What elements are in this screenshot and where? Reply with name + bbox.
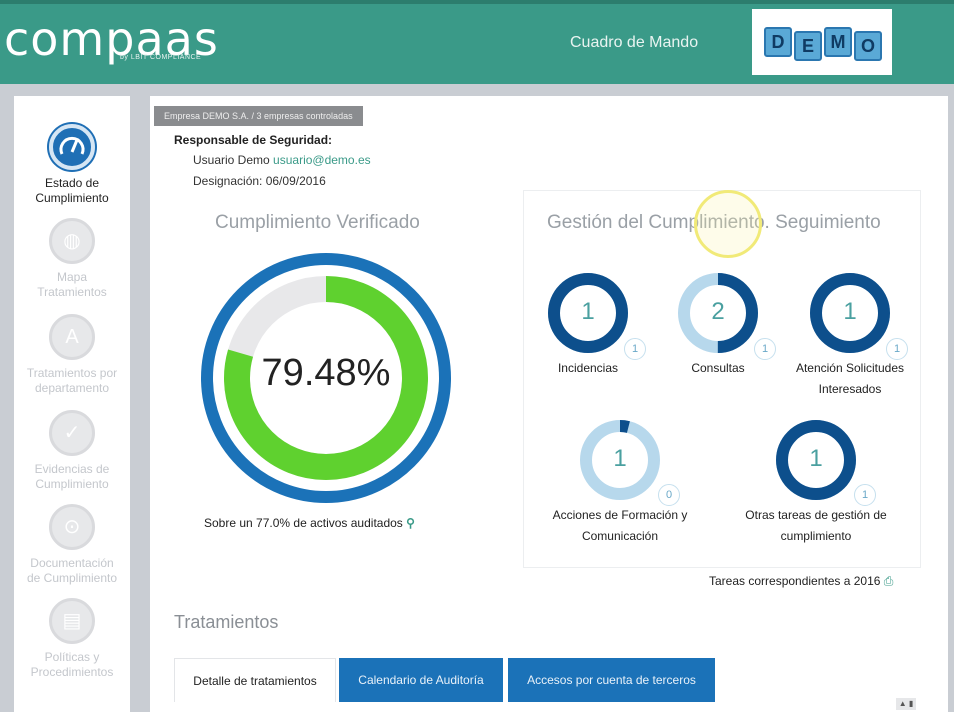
ring-label-line: Atención Solicitudes	[795, 361, 905, 375]
compliance-donut	[201, 253, 451, 503]
search-icon[interactable]: ⚲	[406, 516, 415, 530]
document-icon: ▤	[49, 598, 95, 644]
tab-accesos-terceros[interactable]: Accesos por cuenta de terceros	[508, 658, 715, 702]
ring-label-line: Incidencias	[557, 361, 619, 375]
tracking-ring[interactable]	[775, 419, 857, 501]
ring-label-line: Otras tareas de gestión de	[745, 508, 887, 522]
sidebar: Estado de Cumplimiento ◍ Mapa Tratamient…	[14, 96, 130, 712]
ring-badge: 1	[886, 338, 908, 360]
lock-icon: ⊙	[49, 504, 95, 550]
user-email-link[interactable]: usuario@demo.es	[273, 153, 371, 167]
ring-label: Atención Solicitudes Interesados	[782, 358, 918, 400]
print-icon[interactable]: ⎙	[883, 574, 894, 588]
demo-letter-o: O	[854, 31, 882, 61]
ring-label-line: cumplimiento	[780, 529, 852, 543]
ring-label: Incidencias	[540, 358, 636, 379]
cursor-highlight	[694, 190, 762, 258]
sidebar-item-evidencias[interactable]: ✓ Evidencias de Cumplimiento	[14, 410, 130, 492]
sidebar-item-label: Tratamientos por	[26, 366, 118, 380]
tab-calendario-auditoria[interactable]: Calendario de Auditoría	[339, 658, 503, 702]
sidebar-item-label: Cumplimiento	[35, 477, 109, 491]
demo-logo: D E M O	[752, 9, 892, 75]
sidebar-item-documentacion[interactable]: ⊙ Documentación de Cumplimiento	[14, 504, 130, 586]
ring-label-line: Interesados	[818, 382, 882, 396]
tracking-ring[interactable]	[809, 272, 891, 354]
sidebar-item-label: de Cumplimiento	[26, 571, 118, 585]
ring-label-line: Comunicación	[581, 529, 659, 543]
globe-icon: ◍	[49, 218, 95, 264]
compliance-arc	[224, 276, 428, 480]
sidebar-item-estado-cumplimiento[interactable]: Estado de Cumplimiento	[14, 124, 130, 206]
demo-letter-e: E	[794, 31, 822, 61]
ring-count: 1	[581, 298, 595, 325]
header-top-line	[0, 0, 954, 4]
ring-label: Consultas	[670, 358, 766, 379]
ring-label-line: Consultas	[691, 361, 745, 375]
tracking-ring[interactable]	[579, 419, 661, 501]
user-name: Usuario Demo	[193, 153, 270, 167]
ring-count: 1	[843, 298, 857, 325]
tracking-ring[interactable]	[547, 272, 629, 354]
ring-label: Acciones de Formación y Comunicación	[530, 505, 710, 547]
compliance-percent: 79.48%	[261, 352, 391, 394]
demo-letter-m: M	[824, 27, 852, 57]
tab-detalle-tratamientos[interactable]: Detalle de tratamientos	[174, 658, 336, 702]
tasks-year-text: Tareas correspondientes a 2016 ⎙	[709, 574, 893, 589]
sidebar-item-label: Tratamientos	[37, 285, 107, 299]
checkmark-icon: ✓	[49, 410, 95, 456]
sidebar-item-label: Cumplimiento	[35, 191, 109, 205]
ring-badge: 1	[854, 484, 876, 506]
demo-letter-d: D	[764, 27, 792, 57]
tracking-ring[interactable]	[677, 272, 759, 354]
ring-label-line: Acciones de Formación y	[552, 508, 688, 522]
sidebar-item-label: Políticas y	[44, 650, 100, 664]
sidebar-item-label: Evidencias de	[34, 462, 110, 476]
app-header: compaas by LBIT COMPLIANCE Cuadro de Man…	[0, 0, 954, 84]
logo-subtitle: by LBIT COMPLIANCE	[120, 54, 202, 61]
ring-arc	[548, 273, 628, 353]
sidebar-item-label: Documentación	[30, 556, 114, 570]
responsible-user: Usuario Demo usuario@demo.es	[193, 153, 371, 167]
ring-count: 1	[809, 445, 823, 472]
tasks-year-label: Tareas correspondientes a 2016	[709, 574, 881, 588]
ring-arc	[810, 273, 890, 353]
gauge-icon	[49, 124, 95, 170]
ring-arc	[580, 420, 660, 500]
sidebar-item-label: Mapa	[56, 270, 88, 284]
ring-badge: 0	[658, 484, 680, 506]
main-panel	[150, 96, 948, 712]
compliance-title: Cumplimiento Verificado	[215, 212, 420, 233]
treatments-title: Tratamientos	[174, 612, 279, 632]
designation-date: Designación: 06/09/2016	[193, 174, 326, 188]
ring-badge: 1	[754, 338, 776, 360]
ring-arc	[678, 273, 758, 353]
sidebar-item-label: Procedimientos	[30, 665, 114, 679]
ring-arc	[776, 420, 856, 500]
ring-badge: 1	[624, 338, 646, 360]
compaas-logo[interactable]: compaas	[4, 12, 219, 66]
company-tag: Empresa DEMO S.A. / 3 empresas controlad…	[154, 106, 363, 126]
department-icon: A	[49, 314, 95, 360]
ring-count: 1	[613, 445, 627, 472]
sidebar-item-politicas[interactable]: ▤ Políticas y Procedimientos	[14, 598, 130, 680]
ring-label: Otras tareas de gestión de cumplimiento	[728, 505, 904, 547]
sidebar-item-label: Estado de	[44, 176, 100, 190]
outer-ring	[201, 253, 451, 503]
audited-label: Sobre un 77.0% de activos auditados	[204, 516, 403, 530]
sidebar-item-mapa-tratamientos[interactable]: ◍ Mapa Tratamientos	[14, 218, 130, 300]
ring-count: 2	[711, 298, 725, 325]
sidebar-item-tratamientos-departamento[interactable]: A Tratamientos por departamento	[14, 314, 130, 396]
responsible-title: Responsable de Seguridad:	[174, 133, 333, 147]
audited-assets-text: Sobre un 77.0% de activos auditados ⚲	[204, 516, 415, 530]
scroll-up-button[interactable]: ▲ ▮	[896, 698, 916, 710]
page-title: Cuadro de Mando	[570, 34, 699, 51]
sidebar-item-label: departamento	[34, 381, 110, 395]
